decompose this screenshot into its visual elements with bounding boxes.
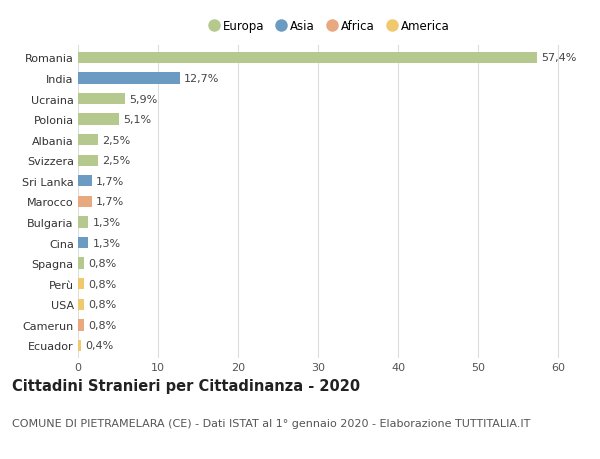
Bar — [78, 279, 85, 290]
Bar — [78, 73, 179, 84]
Text: 0,8%: 0,8% — [88, 279, 116, 289]
Text: 57,4%: 57,4% — [541, 53, 577, 63]
Text: 5,9%: 5,9% — [129, 94, 157, 104]
Bar — [78, 114, 119, 125]
Text: 1,7%: 1,7% — [95, 197, 124, 207]
Bar — [78, 94, 125, 105]
Text: 1,3%: 1,3% — [92, 218, 121, 228]
Text: 0,8%: 0,8% — [88, 258, 116, 269]
Text: 5,1%: 5,1% — [123, 115, 151, 125]
Bar — [78, 217, 88, 228]
Text: 2,5%: 2,5% — [102, 156, 130, 166]
Bar — [78, 237, 88, 249]
Text: Cittadini Stranieri per Cittadinanza - 2020: Cittadini Stranieri per Cittadinanza - 2… — [12, 379, 360, 394]
Text: 0,8%: 0,8% — [88, 320, 116, 330]
Text: 2,5%: 2,5% — [102, 135, 130, 146]
Bar — [78, 299, 85, 310]
Text: COMUNE DI PIETRAMELARA (CE) - Dati ISTAT al 1° gennaio 2020 - Elaborazione TUTTI: COMUNE DI PIETRAMELARA (CE) - Dati ISTAT… — [12, 418, 530, 428]
Bar — [78, 155, 98, 167]
Text: 0,8%: 0,8% — [88, 300, 116, 310]
Text: 12,7%: 12,7% — [184, 74, 219, 84]
Legend: Europa, Asia, Africa, America: Europa, Asia, Africa, America — [207, 17, 453, 37]
Text: 1,7%: 1,7% — [95, 176, 124, 186]
Bar — [78, 196, 92, 207]
Bar — [78, 53, 537, 64]
Bar — [78, 340, 81, 351]
Bar — [78, 258, 85, 269]
Text: 1,3%: 1,3% — [92, 238, 121, 248]
Bar — [78, 319, 85, 331]
Text: 0,4%: 0,4% — [85, 341, 113, 351]
Bar — [78, 134, 98, 146]
Bar — [78, 176, 92, 187]
